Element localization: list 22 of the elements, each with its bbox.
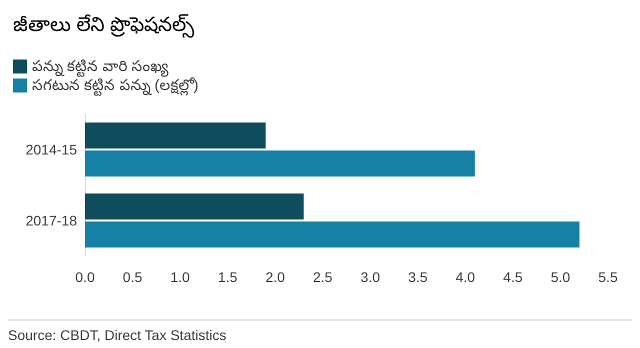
x-tick-label: 1.0 (170, 269, 190, 285)
x-tick-label: 5.5 (598, 269, 618, 285)
y-tick-label: 2017-18 (26, 212, 78, 228)
bar (85, 122, 266, 148)
x-tick-label: 0.5 (122, 269, 142, 285)
x-tick-label: 4.5 (503, 269, 523, 285)
x-tick-label: 2.5 (312, 269, 333, 285)
x-tick-label: 0.0 (75, 269, 95, 285)
x-tick-label: 3.0 (360, 269, 380, 285)
bar (85, 193, 304, 220)
x-tick-label: 2.0 (265, 269, 286, 285)
x-tick-label: 5.0 (550, 269, 570, 285)
legend-label: సగటున కట్టిన పన్ను (లక్షల్లో) (32, 76, 198, 96)
chart-title: జీతాలు లేని ప్రొఫెషనల్స్ (13, 14, 196, 38)
legend-label: పన్ను కట్టిన వారి సంఖ్య (32, 58, 169, 77)
bar (85, 150, 475, 177)
source-note: Source: CBDT, Direct Tax Statistics (8, 327, 226, 343)
y-tick-label: 2014-15 (26, 142, 78, 158)
x-tick-label: 3.5 (408, 269, 428, 285)
x-tick-label: 1.5 (218, 269, 238, 285)
x-tick-label: 4.0 (456, 269, 476, 285)
bar (85, 222, 580, 248)
